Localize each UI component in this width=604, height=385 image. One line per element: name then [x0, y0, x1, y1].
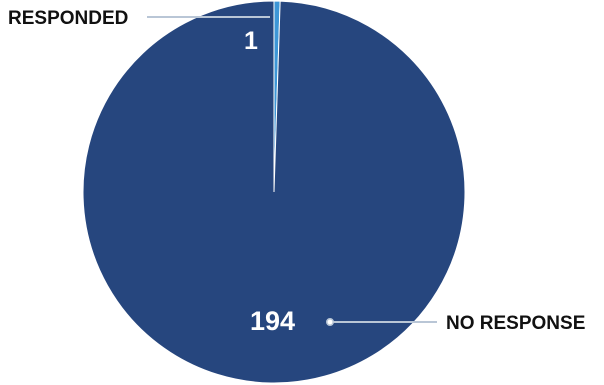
label-responded: RESPONDED: [8, 8, 128, 29]
leader-dot-no-response: [325, 317, 334, 326]
pie-slices: [82, 0, 466, 384]
pie-slice-no-response: [82, 0, 466, 384]
label-no-response: NO RESPONSE: [446, 313, 585, 334]
value-label-responded: 1: [244, 27, 258, 55]
value-label-no-response: 194: [250, 306, 295, 336]
